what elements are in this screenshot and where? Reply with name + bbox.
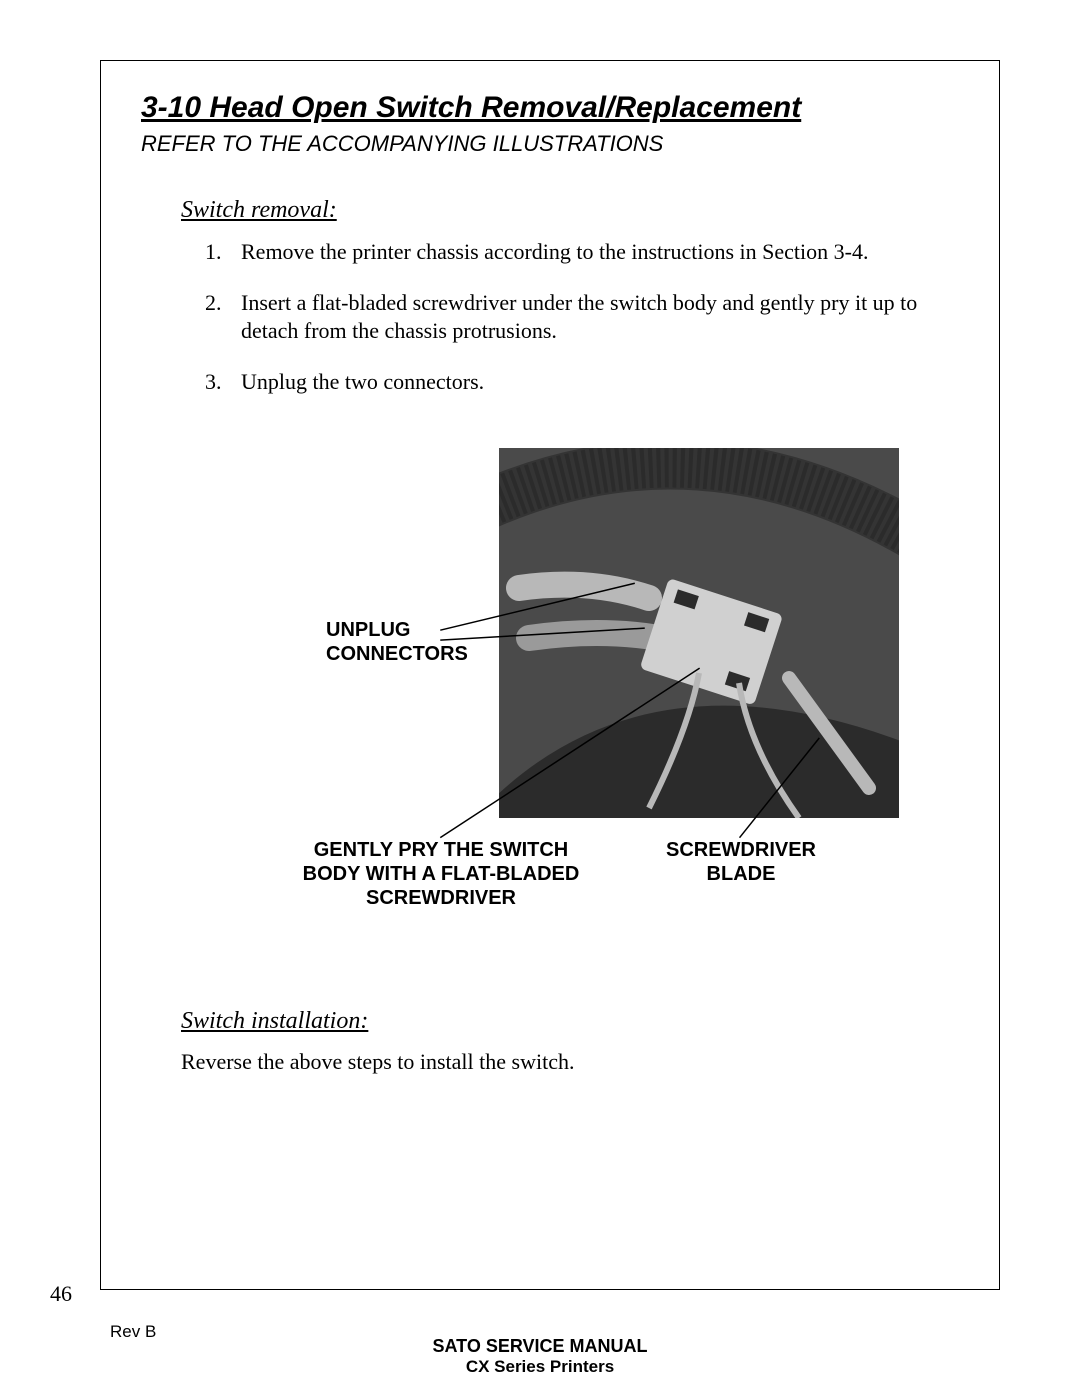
section-title: 3-10 Head Open Switch Removal/Replacemen… [141, 91, 959, 125]
removal-steps: Remove the printer chassis according to … [181, 238, 959, 396]
removal-step: Remove the printer chassis according to … [227, 238, 959, 267]
installation-heading: Switch installation: [181, 1008, 959, 1035]
page: 3-10 Head Open Switch Removal/Replacemen… [0, 0, 1080, 1397]
removal-heading: Switch removal: [181, 197, 959, 224]
removal-step: Unplug the two connectors. [227, 368, 959, 397]
installation-block: Switch installation: Reverse the above s… [141, 1008, 959, 1075]
footer-series: CX Series Printers [0, 1357, 1080, 1377]
content-frame: 3-10 Head Open Switch Removal/Replacemen… [100, 60, 1000, 1290]
callout-unplug: UNPLUG CONNECTORS [326, 618, 496, 666]
section-subtitle: REFER TO THE ACCOMPANYING ILLUSTRATIONS [141, 131, 959, 157]
callout-pry: GENTLY PRY THE SWITCH BODY WITH A FLAT-B… [291, 838, 591, 910]
figure-area: UNPLUG CONNECTORS GENTLY PRY THE SWITCH … [141, 418, 959, 978]
photo-illustration [499, 448, 899, 818]
photo-svg [499, 448, 899, 818]
callout-blade: SCREWDRIVER BLADE [651, 838, 831, 886]
page-number: 46 [50, 1281, 72, 1307]
footer: SATO SERVICE MANUAL CX Series Printers [0, 1336, 1080, 1377]
installation-text: Reverse the above steps to install the s… [181, 1049, 959, 1075]
footer-manual: SATO SERVICE MANUAL [0, 1336, 1080, 1357]
removal-step: Insert a flat-bladed screwdriver under t… [227, 289, 959, 346]
